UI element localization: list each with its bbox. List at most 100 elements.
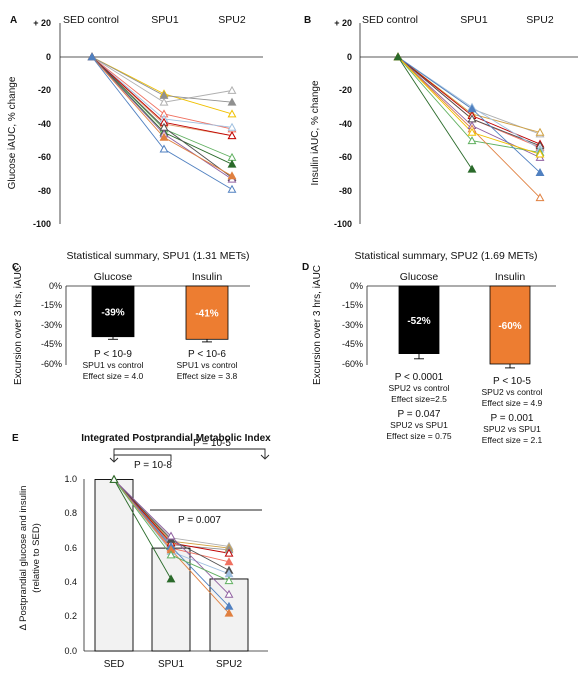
panel-e-data-point — [166, 574, 176, 583]
panel-d-glucose-effect2: Effect size = 0.75 — [386, 431, 452, 441]
panel-c-bar — [91, 285, 135, 338]
panel-a-data-point — [227, 109, 237, 118]
panel-a-tick-m80: -80 — [38, 186, 51, 196]
panel-a-letter: A — [10, 15, 17, 26]
panel-e-y-label: Δ Postprandial glucose and insulin — [18, 486, 29, 631]
panel-e-tick-06: 0.6 — [64, 543, 77, 553]
panel-c-letter: C — [12, 262, 19, 273]
panel-e-bracket-arrow-left — [109, 457, 119, 463]
panel-c-glucose-p: P < 10-9 — [94, 349, 132, 360]
panel-b-data-point — [535, 193, 545, 202]
panel-b-tick-m20: -20 — [339, 85, 352, 95]
panel-d-glucose-comparison2: SPU2 vs SPU1 — [390, 420, 448, 430]
panel-e-data-point — [224, 557, 234, 566]
panel-e-data-point — [224, 548, 234, 557]
panel-d-y-label: Excursion over 3 hrs, iAUC — [312, 265, 323, 385]
panel-e-bracket-sed-spu2 — [113, 448, 266, 461]
panel-d-bar — [489, 285, 531, 365]
panel-b-tick-m100: -100 — [334, 219, 352, 229]
panel-d-glucose-p: P < 0.0001 — [395, 372, 444, 383]
panel-a-data-point — [227, 159, 237, 168]
panel-e-data-point — [166, 550, 176, 559]
panel-d-tick-60: -60% — [342, 359, 363, 369]
panel-d-insulin-effect: Effect size = 4.9 — [482, 398, 543, 408]
panel-e-bracket-label-1: P = 10-8 — [134, 460, 172, 471]
panel-c-bar — [185, 285, 229, 340]
panel-e-x-spu2: SPU2 — [216, 659, 243, 670]
panel-d-tick-30: -30% — [342, 320, 363, 330]
panel-b-tick-m60: -60 — [339, 152, 352, 162]
panel-a-data-point — [227, 122, 237, 131]
panel-c-glucose-comparison: SPU1 vs control — [83, 360, 144, 370]
panel-d-glucose-comparison: SPU2 vs control — [389, 383, 450, 393]
panel-e-title: Integrated Postprandial Metabolic Index — [81, 433, 271, 444]
panel-b-series-line — [397, 56, 541, 147]
panel-a-data-point — [227, 171, 237, 180]
panel-a-data-point — [227, 131, 237, 140]
panel-e-tick-0: 0.0 — [64, 646, 77, 656]
panel-d-bar-value-label: -52% — [407, 316, 430, 327]
panel-d-tick-0: 0% — [350, 281, 363, 291]
panel-b-data-point — [535, 127, 545, 136]
panel-a-header-sed: SED control — [63, 14, 119, 26]
panel-e-tick-04: 0.4 — [64, 577, 77, 587]
panel-a-y-label: Glucose iAUC, % change — [7, 76, 18, 189]
panel-a-header-spu2: SPU2 — [218, 14, 246, 26]
panel-c-glucose-effect: Effect size = 4.0 — [83, 371, 144, 381]
panel-e-data-point — [109, 474, 119, 483]
panel-d-glucose-effect: Effect size=2.5 — [391, 394, 447, 404]
panel-d-tick-15: -15% — [342, 300, 363, 310]
panel-a-data-point — [159, 144, 169, 153]
panel-d-insulin-comparison2: SPU2 vs SPU1 — [483, 424, 541, 434]
panel-c-bar-value-label: -39% — [101, 307, 124, 318]
panel-b: B SED control SPU1 SPU2 Insulin iAUC, % … — [304, 14, 578, 229]
panel-b-data-point — [535, 149, 545, 158]
panel-c: C Statistical summary, SPU1 (1.31 METs) … — [12, 250, 250, 385]
panel-e-data-point — [224, 589, 234, 598]
panel-d-insulin-effect2: Effect size = 2.1 — [482, 435, 543, 445]
panel-a-data-point — [159, 90, 169, 99]
panel-a-data-point — [159, 97, 169, 106]
panel-a-data-point — [227, 152, 237, 161]
panel-a-series — [87, 52, 237, 193]
panel-b-data-point — [467, 104, 477, 113]
panel-e-letter: E — [12, 433, 19, 444]
panel-b-series-line — [397, 56, 473, 170]
panel-b-series — [393, 52, 545, 202]
panel-c-title: Statistical summary, SPU1 (1.31 METs) — [66, 250, 249, 262]
panel-c-label-glucose: Glucose — [94, 271, 133, 283]
panel-e-data-point — [224, 576, 234, 585]
panel-e-bars — [94, 479, 249, 652]
panel-b-tick-0: 0 — [347, 52, 352, 62]
panel-b-header-spu2: SPU2 — [526, 14, 554, 26]
panel-d-title: Statistical summary, SPU2 (1.69 METs) — [354, 250, 537, 262]
panel-e-series — [109, 474, 234, 617]
panel-d-bars: -52% -60% — [398, 285, 531, 369]
panel-b-header-sed: SED control — [362, 14, 418, 26]
panel-e-series-line — [113, 479, 172, 580]
panel-c-tick-0: 0% — [49, 281, 62, 291]
panel-c-bar-value-label: -41% — [195, 309, 218, 320]
panel-a-data-point — [87, 52, 97, 61]
panel-b-y-label: Insulin iAUC, % change — [310, 80, 321, 185]
panel-d-label-glucose: Glucose — [400, 271, 439, 283]
panel-a: A SED control SPU1 SPU2 Glucose iAUC, % … — [7, 14, 263, 229]
panel-a-series-line — [91, 56, 233, 158]
panel-d-letter: D — [302, 262, 309, 273]
panel-b-tick-m40: -40 — [339, 119, 352, 129]
panel-d-bar — [398, 285, 440, 354]
panel-b-data-point — [467, 127, 477, 136]
panel-d-label-insulin: Insulin — [495, 271, 526, 283]
panel-c-tick-60: -60% — [41, 359, 62, 369]
panel-b-data-point — [535, 167, 545, 176]
panel-e-x-spu1: SPU1 — [158, 659, 185, 670]
panel-b-data-point — [393, 52, 403, 61]
panel-b-header-spu1: SPU1 — [460, 14, 488, 26]
panel-a-data-point — [159, 132, 169, 141]
panel-e-tick-02: 0.2 — [64, 611, 77, 621]
panel-b-tick-m80: -80 — [339, 186, 352, 196]
panel-e-data-point — [224, 608, 234, 617]
panel-e-bracket-arrow-right — [260, 454, 270, 460]
panel-c-tick-45: -45% — [41, 339, 62, 349]
panel-c-insulin-comparison: SPU1 vs control — [177, 360, 238, 370]
